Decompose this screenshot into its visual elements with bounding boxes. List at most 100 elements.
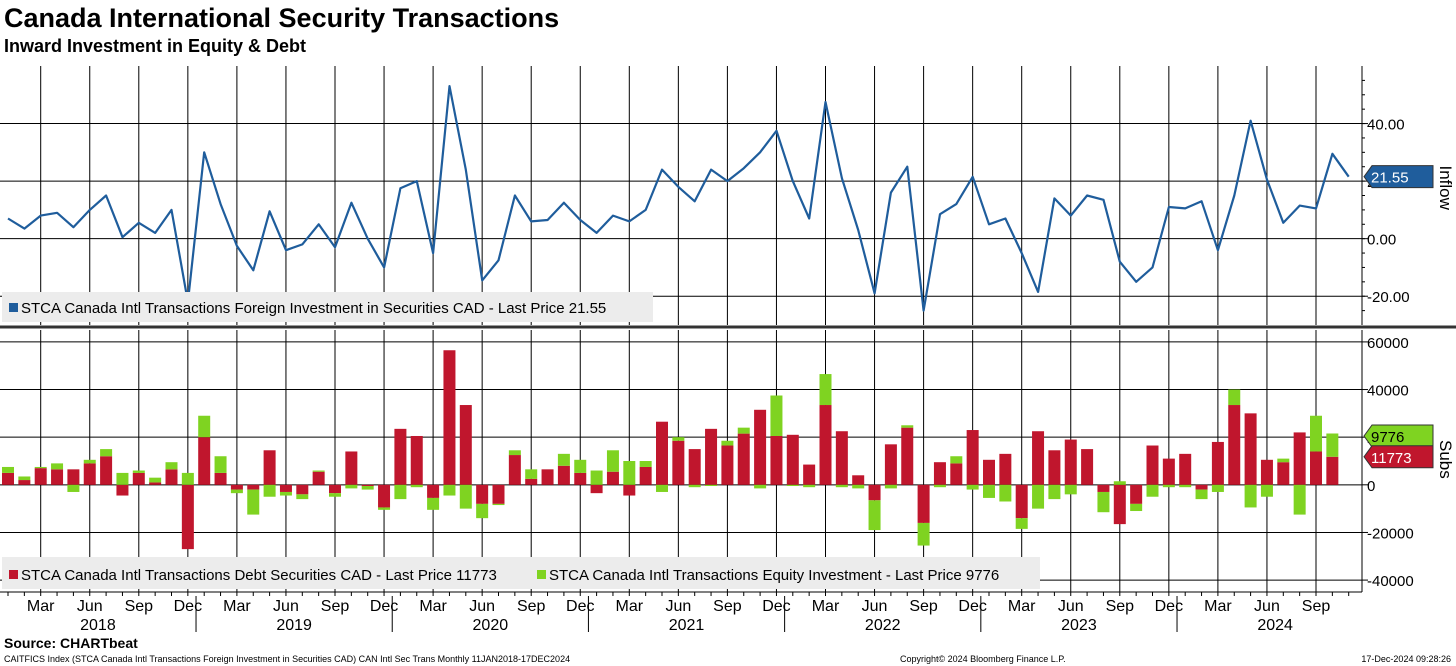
- equity-bar: [361, 486, 374, 490]
- equity-bar: [181, 472, 194, 485]
- debt-bar: [312, 471, 325, 485]
- equity-bar: [1048, 484, 1061, 500]
- equity-bar: [1179, 484, 1192, 488]
- equity-bar: [770, 395, 783, 436]
- equity-bar: [1310, 415, 1322, 452]
- chart-title: Canada International Security Transactio…: [4, 3, 559, 33]
- footer-index-note: CAITFICS Index (STCA Canada Intl Transac…: [4, 654, 570, 664]
- equity-bar: [1146, 484, 1159, 497]
- debt-bar: [541, 469, 554, 485]
- x-tick-label: Mar: [419, 598, 447, 615]
- debt-bar: [852, 475, 865, 485]
- equity-bar: [819, 374, 832, 406]
- last-value-tag-debt-text: 11773: [1371, 450, 1412, 467]
- equity-bar: [1032, 484, 1045, 509]
- equity-bar: [966, 484, 979, 490]
- x-tick-label: Sep: [517, 598, 546, 615]
- equity-bar: [1130, 503, 1143, 512]
- debt-bar: [181, 484, 194, 550]
- equity-bar: [688, 484, 701, 488]
- debt-bar: [770, 435, 783, 485]
- equity-bar: [950, 456, 963, 464]
- equity-bar: [247, 489, 260, 515]
- equity-bar: [983, 484, 995, 498]
- equity-bar: [1277, 458, 1290, 463]
- debt-bar: [590, 484, 603, 494]
- debt-bar: [901, 427, 914, 485]
- debt-bar: [950, 463, 963, 485]
- x-tick-label: Dec: [958, 598, 986, 615]
- x-tick-label: Sep: [125, 598, 154, 615]
- last-value-tag-equity: 9776: [1363, 424, 1434, 448]
- debt-bar: [1064, 439, 1077, 485]
- equity-bar: [329, 493, 341, 497]
- debt-bar: [1244, 413, 1257, 485]
- debt-bar: [51, 469, 64, 485]
- debt-bar: [18, 480, 31, 485]
- equity-bar: [394, 484, 407, 500]
- equity-bar: [198, 415, 211, 438]
- x-tick-label: Jun: [273, 598, 299, 615]
- equity-bar: [508, 450, 521, 456]
- equity-bar: [1015, 518, 1028, 529]
- last-value-tag-bg: [1363, 165, 1434, 189]
- debt-bar: [508, 455, 521, 485]
- debt-bar: [819, 405, 832, 485]
- debt-bar: [672, 440, 685, 485]
- debt-bar: [803, 464, 816, 485]
- debt-bar: [1081, 449, 1094, 485]
- x-tick-label: Mar: [27, 598, 55, 615]
- equity-bar: [410, 484, 423, 488]
- equity-bar: [590, 470, 603, 485]
- debt-bar: [1048, 450, 1061, 485]
- debt-bar: [966, 430, 979, 485]
- equity-bar: [476, 503, 489, 519]
- debt-bar: [67, 469, 80, 485]
- legend-box: [2, 292, 653, 322]
- equity-bar: [606, 450, 619, 472]
- x-tick-label: Sep: [909, 598, 938, 615]
- debt-bar: [279, 484, 292, 492]
- y-axis-title: Subs: [1436, 440, 1455, 479]
- last-value-tag-equity-bg: [1363, 424, 1434, 448]
- debt-bar: [361, 484, 374, 487]
- debt-bar: [884, 444, 897, 485]
- y-tick-label: 40.00: [1367, 117, 1405, 134]
- debt-bar: [476, 484, 489, 504]
- equity-bar: [296, 494, 309, 500]
- x-tick-label: Jun: [1058, 598, 1084, 615]
- debt-bar: [1277, 462, 1290, 485]
- equity-bar: [83, 459, 96, 464]
- footer-timestamp: 17-Dec-2024 09:28:26: [1361, 654, 1451, 664]
- debt-bar: [263, 450, 276, 485]
- equity-bar: [132, 470, 145, 473]
- equity-bar: [884, 484, 897, 489]
- debt-bar: [933, 462, 946, 485]
- debt-bar: [116, 484, 129, 496]
- debt-bar: [786, 434, 799, 485]
- x-tick-label: Jun: [469, 598, 495, 615]
- debt-bar: [574, 472, 587, 485]
- y-axis-title: Inflow: [1436, 166, 1455, 211]
- debt-bar: [394, 428, 407, 485]
- equity-bar: [2, 466, 14, 473]
- x-tick-label: Sep: [713, 598, 742, 615]
- equity-bar: [901, 425, 914, 428]
- equity-bar: [672, 437, 685, 441]
- equity-bar: [705, 484, 718, 487]
- x-tick-label: Sep: [1106, 598, 1135, 615]
- x-tick-label: Jun: [77, 598, 103, 615]
- equity-bar: [51, 463, 64, 470]
- equity-bar: [574, 459, 587, 473]
- debt-bar: [1310, 451, 1322, 485]
- x-tick-label: Jun: [1254, 598, 1280, 615]
- last-value-tag-debt-bg: [1363, 445, 1434, 469]
- debt-bar: [247, 484, 260, 490]
- debt-bar: [1326, 456, 1339, 485]
- equity-bar: [1064, 484, 1077, 495]
- equity-bar: [345, 484, 358, 489]
- x-year-label: 2021: [669, 617, 705, 634]
- equity-bar: [917, 522, 930, 546]
- equity-bar: [214, 456, 227, 473]
